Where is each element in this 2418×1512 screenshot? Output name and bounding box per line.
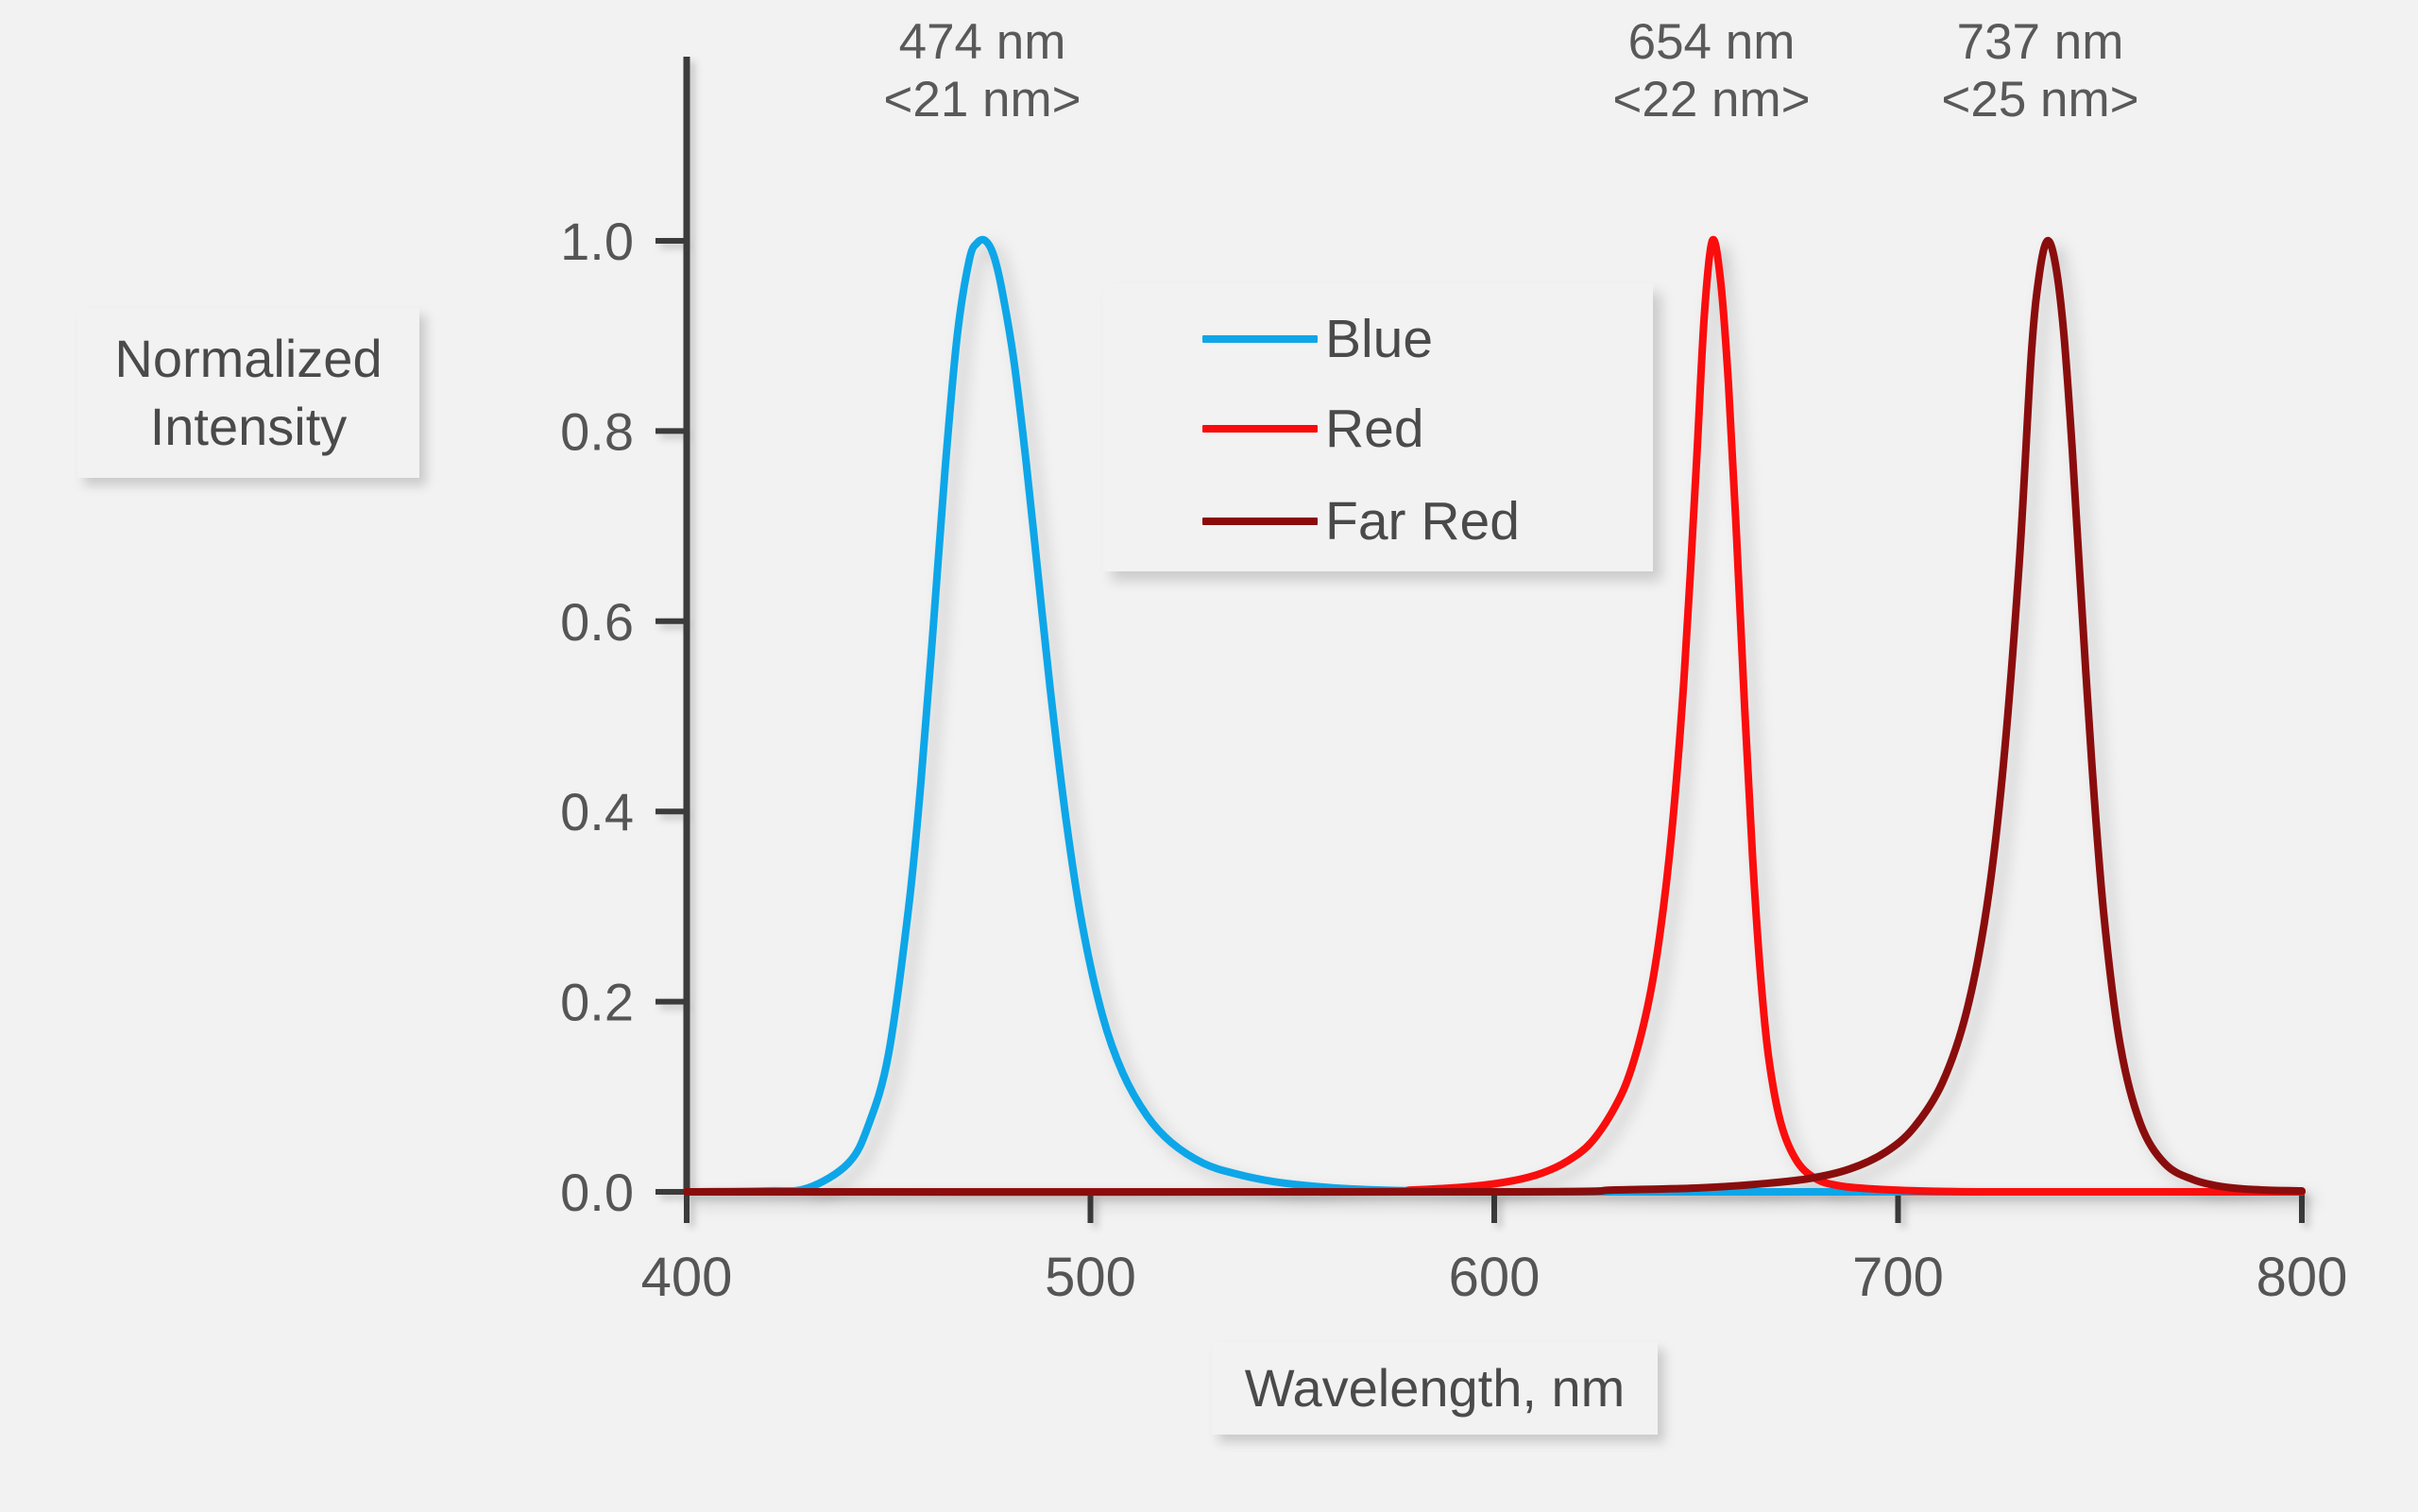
x-axis-title: Wavelength, nm xyxy=(1212,1342,1658,1435)
series-curve-red xyxy=(683,235,2306,1197)
y-tick-label: 0.4 xyxy=(560,782,634,841)
peak-fwhm-far-red: <25 nm> xyxy=(1941,72,2139,128)
peak-annotation-blue: 474 nm <21 nm> xyxy=(822,13,1143,129)
peak-wavelength-far-red: 737 nm xyxy=(1956,14,2124,70)
legend-swatch-red-icon xyxy=(1202,425,1318,433)
peak-wavelength-blue: 474 nm xyxy=(898,14,1066,70)
x-tick-label: 400 xyxy=(641,1247,733,1308)
legend: Blue Red Far Red xyxy=(1103,283,1653,571)
legend-swatch-blue-icon xyxy=(1202,335,1318,343)
x-tick-label: 800 xyxy=(2256,1247,2348,1308)
legend-item-far-red[interactable]: Far Red xyxy=(1202,488,1520,554)
legend-item-blue[interactable]: Blue xyxy=(1202,306,1433,372)
legend-item-red[interactable]: Red xyxy=(1202,396,1424,462)
peak-fwhm-blue: <21 nm> xyxy=(883,72,1081,128)
x-axis-title-label: Wavelength, nm xyxy=(1244,1358,1626,1419)
y-tick-label: 0.0 xyxy=(560,1163,634,1222)
peak-fwhm-red: <22 nm> xyxy=(1612,72,1811,128)
peak-annotation-red: 654 nm <22 nm> xyxy=(1551,13,1872,129)
y-axis-title-line-1: Normalized xyxy=(114,329,383,389)
y-tick-label: 0.6 xyxy=(560,592,634,652)
legend-label-red: Red xyxy=(1325,398,1424,459)
y-axis-ticks xyxy=(656,238,687,1195)
x-axis-ticks xyxy=(684,1192,2305,1223)
peak-annotation-far-red: 737 nm <25 nm> xyxy=(1880,13,2201,129)
y-axis-title-line-2: Intensity xyxy=(149,397,348,456)
axes xyxy=(656,57,2305,1223)
legend-label-blue: Blue xyxy=(1325,308,1434,369)
y-axis-title: Normalized Intensity xyxy=(77,308,419,478)
series-curve-far-red xyxy=(683,236,2306,1197)
peak-wavelength-red: 654 nm xyxy=(1627,14,1796,70)
series-curves xyxy=(683,235,2306,1197)
y-tick-label: 0.2 xyxy=(560,973,634,1032)
y-tick-label: 0.8 xyxy=(560,401,634,461)
x-tick-label: 500 xyxy=(1045,1247,1136,1308)
x-tick-label: 600 xyxy=(1449,1247,1541,1308)
x-axis-tick-labels: 400 500 600 700 800 xyxy=(641,1247,2348,1308)
legend-label-far-red: Far Red xyxy=(1325,490,1520,552)
y-tick-label: 1.0 xyxy=(560,212,634,271)
legend-swatch-far-red-icon xyxy=(1202,518,1318,525)
x-tick-label: 700 xyxy=(1852,1247,1944,1308)
y-axis-tick-labels: 0.0 0.2 0.4 0.6 0.8 1.0 xyxy=(560,212,634,1222)
